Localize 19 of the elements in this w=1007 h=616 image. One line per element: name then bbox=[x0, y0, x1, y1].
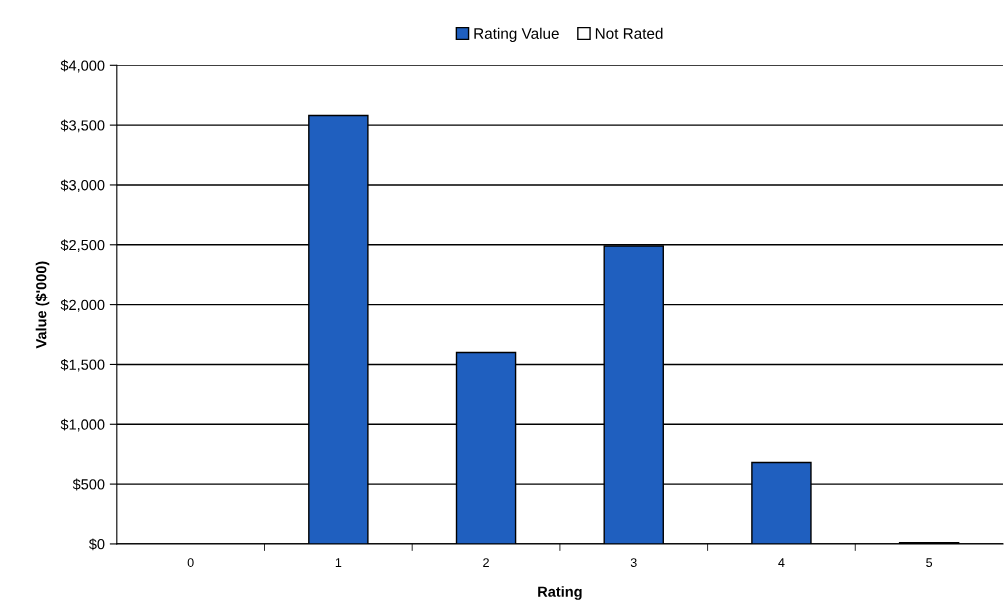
y-tick-label: $3,000 bbox=[60, 179, 105, 193]
legend-label: Rating Value bbox=[474, 27, 559, 42]
x-axis-title: Rating bbox=[538, 586, 582, 600]
y-axis-title: Value ($'000) bbox=[35, 261, 50, 349]
x-tick-label: 1 bbox=[335, 558, 342, 567]
y-tick-label: $500 bbox=[72, 478, 105, 491]
x-tick-label: 0 bbox=[187, 558, 194, 567]
y-tick-label: $1,000 bbox=[60, 418, 105, 432]
y-tick-label: $0 bbox=[88, 538, 105, 551]
x-tick-label: 2 bbox=[483, 558, 489, 567]
y-tick-label: $3,500 bbox=[60, 119, 105, 133]
y-tick-label: $2,000 bbox=[60, 299, 105, 312]
y-tick-label: $1,500 bbox=[60, 358, 105, 372]
y-tick-label: $2,500 bbox=[60, 239, 105, 252]
y-tick-label: $4,000 bbox=[60, 59, 105, 73]
legend-label: Not Rated bbox=[595, 27, 663, 39]
x-tick-label: 3 bbox=[630, 558, 637, 567]
x-tick-label: 4 bbox=[778, 558, 785, 567]
x-tick-label: 5 bbox=[926, 558, 933, 567]
